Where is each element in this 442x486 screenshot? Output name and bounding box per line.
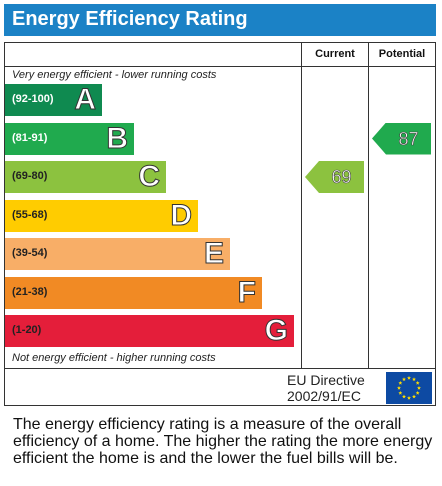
band-letter: C bbox=[138, 160, 161, 193]
eu-star bbox=[417, 385, 421, 390]
rating-band-c: (69-80) C bbox=[5, 160, 166, 193]
rating-band-f: (21-38) F bbox=[5, 275, 262, 309]
band-range-label: (55-68) bbox=[12, 208, 48, 221]
current-arrow-shape bbox=[305, 161, 364, 193]
potential-arrow-shape bbox=[372, 122, 431, 155]
eu-star bbox=[412, 377, 416, 382]
eu-star bbox=[412, 394, 416, 399]
eu-star bbox=[407, 395, 411, 400]
band-range-label: (81-91) bbox=[12, 131, 48, 144]
eu-directive-line1: EU Directive bbox=[287, 372, 365, 388]
eu-star bbox=[407, 375, 411, 380]
title-bar: Energy Efficiency Rating bbox=[4, 4, 436, 36]
band-range-label: (21-38) bbox=[12, 285, 48, 298]
eu-star bbox=[398, 390, 403, 395]
rating-band-d: (55-68) D bbox=[5, 198, 198, 232]
eu-flag-icon bbox=[386, 372, 432, 404]
potential-rating-value: 87 bbox=[398, 128, 419, 149]
eu-directive: EU Directive 2002/91/EC bbox=[287, 372, 365, 404]
rating-band-b: (81-91) B bbox=[5, 121, 134, 155]
eu-star bbox=[415, 390, 420, 395]
eu-star bbox=[397, 385, 401, 390]
band-letter: G bbox=[264, 314, 288, 347]
column-divider-potential bbox=[368, 42, 369, 368]
current-rating-value: 69 bbox=[331, 167, 352, 188]
rating-band-a: (92-100) A bbox=[5, 83, 102, 116]
band-letter: E bbox=[203, 237, 224, 270]
top-caption: Very energy efficient - lower running co… bbox=[12, 69, 217, 81]
eu-star bbox=[415, 380, 420, 385]
eu-stars-icon bbox=[397, 375, 421, 400]
band-range-label: (69-80) bbox=[12, 170, 48, 182]
band-letter: D bbox=[170, 198, 193, 232]
potential-rating-arrow: 87 bbox=[372, 122, 431, 155]
eu-star bbox=[398, 380, 403, 385]
eu-star bbox=[402, 394, 406, 399]
potential-column-header: Potential bbox=[378, 48, 426, 60]
rating-band-g: (1-20) G bbox=[5, 314, 294, 347]
current-rating-arrow: 69 bbox=[305, 161, 364, 193]
bottom-caption: Not energy efficient - higher running co… bbox=[12, 352, 216, 364]
band-letter: F bbox=[237, 275, 256, 309]
band-range-label: (1-20) bbox=[12, 324, 42, 336]
footer-divider bbox=[4, 368, 436, 369]
column-divider-current bbox=[301, 42, 302, 368]
band-range-label: (92-100) bbox=[12, 93, 54, 105]
chart-title: Energy Efficiency Rating bbox=[12, 8, 248, 30]
band-letter: A bbox=[74, 83, 97, 116]
rating-table bbox=[4, 42, 436, 406]
band-letter: B bbox=[106, 121, 129, 155]
rating-band-e: (39-54) E bbox=[5, 237, 230, 270]
description-text: The energy efficiency rating is a measur… bbox=[13, 416, 433, 467]
header-divider bbox=[4, 66, 436, 67]
eu-star bbox=[402, 377, 406, 382]
band-range-label: (39-54) bbox=[12, 247, 48, 259]
eu-directive-line2: 2002/91/EC bbox=[287, 388, 361, 404]
current-column-header: Current bbox=[315, 48, 355, 60]
